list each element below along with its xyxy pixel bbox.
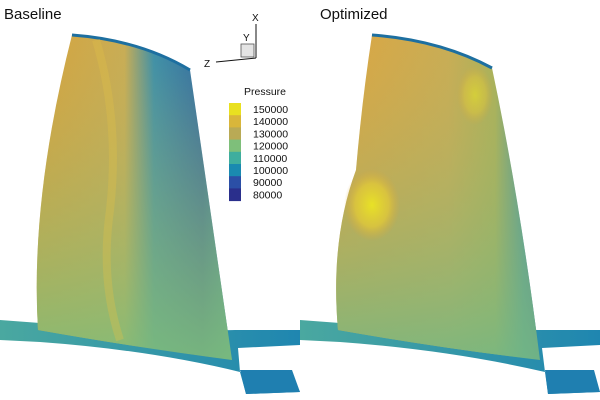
legend-swatch bbox=[229, 188, 241, 202]
legend-level-label: 80000 bbox=[253, 189, 282, 201]
legend-swatch bbox=[229, 176, 241, 189]
panel-title-baseline: Baseline bbox=[4, 6, 62, 23]
axis-triad: X Y Z bbox=[204, 13, 259, 70]
legend-level-label: 110000 bbox=[253, 153, 287, 165]
optimized-blade bbox=[336, 33, 540, 360]
axis-label-x: X bbox=[252, 13, 259, 24]
legend-level-label: 120000 bbox=[253, 141, 288, 153]
baseline-blade bbox=[36, 33, 232, 360]
legend-level-label: 140000 bbox=[253, 116, 288, 128]
legend-level-label: 150000 bbox=[253, 104, 288, 116]
legend-swatch bbox=[229, 164, 241, 177]
legend-title: Pressure bbox=[244, 86, 286, 98]
legend-swatch bbox=[229, 115, 241, 128]
legend-swatch bbox=[229, 103, 241, 116]
axis-label-z: Z bbox=[204, 59, 210, 70]
legend-swatch bbox=[229, 127, 241, 141]
legend-level-label: 100000 bbox=[253, 165, 288, 177]
legend-level-label: 90000 bbox=[253, 177, 282, 189]
panel-title-optimized: Optimized bbox=[320, 6, 388, 23]
pressure-legend: Pressure 1500001400001300001200001100001… bbox=[229, 86, 288, 201]
legend-swatch bbox=[229, 151, 241, 165]
legend-swatch bbox=[229, 139, 241, 153]
axis-label-y: Y bbox=[243, 33, 250, 44]
legend-level-label: 130000 bbox=[253, 128, 288, 140]
